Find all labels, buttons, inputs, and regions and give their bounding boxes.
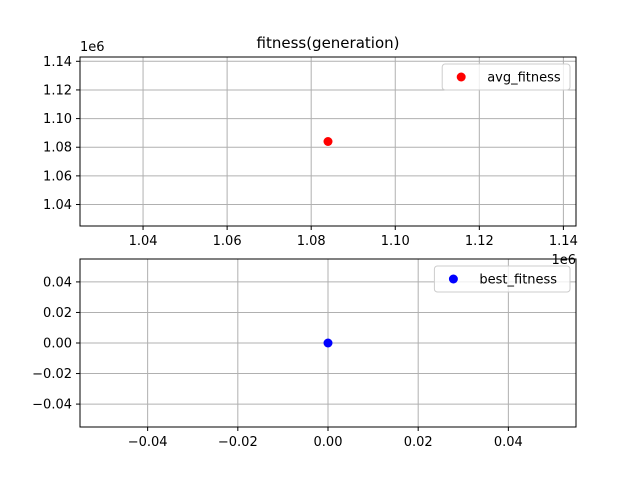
data-point-best_fitness bbox=[323, 338, 333, 348]
subplot-1: 1.04 1.06 1.08 1.10 1.12 1.14 1.04 1.06 1.08 1.10… bbox=[43, 34, 578, 268]
chart-title: fitness(generation) bbox=[257, 34, 400, 52]
y-tick-label: 1.14 bbox=[43, 55, 72, 70]
subplot-2: −0.04 −0.02 0.00 0.02 0.04 −0.04 −0.02 0.00 0.02… bbox=[32, 258, 577, 450]
x-tick-label: 1.12 bbox=[465, 234, 494, 249]
x-tick-label: −0.02 bbox=[218, 435, 258, 450]
plot-frame bbox=[79, 56, 577, 227]
x-tick-label: 1.08 bbox=[297, 234, 326, 249]
y-tick-label: 0.02 bbox=[43, 306, 72, 321]
y-tick-label: 1.10 bbox=[43, 112, 72, 127]
x-tick-label: 0.00 bbox=[314, 435, 343, 450]
legend-marker bbox=[456, 72, 466, 82]
legend-label: avg_fitness bbox=[487, 71, 561, 86]
x-tick-label: 1.06 bbox=[213, 234, 242, 249]
y-tick-label: −0.04 bbox=[32, 398, 72, 413]
y-tick-label: 1.04 bbox=[43, 198, 72, 213]
y-tick-label: −0.02 bbox=[32, 367, 72, 382]
x-tick-label: 1.10 bbox=[381, 234, 410, 249]
x-tick-label: 1.04 bbox=[129, 234, 158, 249]
y-tick-label: 0.04 bbox=[43, 275, 72, 290]
x-tick-label: 0.02 bbox=[404, 435, 433, 450]
legend-box bbox=[433, 265, 571, 293]
y-tick-label: 1.12 bbox=[43, 83, 72, 98]
x-offset-label: 1e6 bbox=[551, 253, 576, 268]
legend-label: best_fitness bbox=[479, 273, 557, 288]
x-tick-label: 1.14 bbox=[549, 234, 578, 249]
y-tick-label: 1.06 bbox=[43, 169, 72, 184]
legend: best_fitness bbox=[433, 265, 571, 293]
y-tick-label: 1.08 bbox=[43, 141, 72, 156]
legend-box bbox=[441, 63, 571, 91]
x-tick-label: 0.04 bbox=[494, 435, 523, 450]
y-tick-label: 0.00 bbox=[43, 337, 72, 352]
x-tick-label: −0.04 bbox=[128, 435, 168, 450]
legend: avg_fitness bbox=[441, 63, 571, 91]
data-point-avg_fitness bbox=[323, 137, 333, 146]
y-offset-label: 1e6 bbox=[80, 40, 105, 55]
legend-marker bbox=[448, 274, 458, 284]
